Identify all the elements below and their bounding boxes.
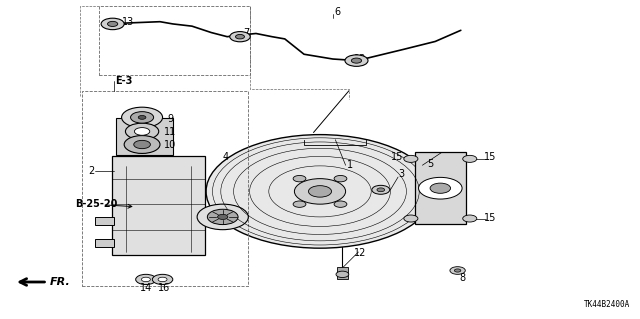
Text: 14: 14 (140, 283, 152, 293)
Circle shape (152, 274, 173, 285)
Text: 9: 9 (167, 114, 173, 124)
Text: 12: 12 (354, 248, 367, 258)
Circle shape (334, 175, 347, 182)
Bar (95, 239, 114, 247)
Circle shape (206, 135, 434, 248)
Circle shape (450, 267, 465, 274)
Circle shape (334, 201, 347, 207)
Circle shape (138, 115, 146, 119)
Text: 15: 15 (484, 212, 497, 223)
Circle shape (136, 274, 156, 285)
Circle shape (134, 128, 150, 135)
Circle shape (197, 204, 248, 230)
Circle shape (454, 269, 461, 272)
Text: B-25-20: B-25-20 (76, 199, 118, 210)
Circle shape (404, 155, 418, 162)
Bar (95, 217, 114, 225)
Circle shape (419, 177, 462, 199)
Circle shape (236, 34, 244, 39)
Circle shape (125, 123, 159, 140)
Bar (112, 156, 205, 255)
Circle shape (404, 215, 418, 222)
Text: 6: 6 (334, 7, 340, 17)
Text: 1: 1 (347, 160, 353, 170)
Text: 16: 16 (157, 283, 170, 293)
Circle shape (294, 179, 346, 204)
Text: 2: 2 (88, 166, 94, 176)
Text: FR.: FR. (50, 277, 70, 287)
Circle shape (372, 185, 390, 194)
Circle shape (124, 136, 160, 153)
Bar (82, 91, 248, 286)
Circle shape (336, 271, 349, 278)
Text: E-3: E-3 (115, 76, 132, 86)
Circle shape (218, 214, 228, 219)
Bar (337, 267, 348, 279)
Text: 13: 13 (353, 54, 366, 64)
Bar (116, 118, 173, 155)
Circle shape (101, 18, 124, 30)
Circle shape (345, 55, 368, 66)
Text: 11: 11 (164, 127, 177, 137)
Bar (99, 6, 250, 75)
Circle shape (131, 112, 154, 123)
Circle shape (122, 107, 163, 128)
Circle shape (108, 21, 118, 26)
Text: 4: 4 (222, 152, 228, 162)
Text: 15: 15 (484, 152, 497, 162)
Bar (415, 152, 466, 224)
Circle shape (230, 32, 250, 42)
Text: 10: 10 (164, 140, 177, 151)
Circle shape (463, 155, 477, 162)
Text: 15: 15 (390, 152, 403, 162)
Circle shape (293, 175, 306, 182)
Circle shape (207, 209, 238, 225)
Text: TK44B2400A: TK44B2400A (584, 300, 630, 309)
Circle shape (377, 188, 385, 192)
Text: 3: 3 (398, 169, 404, 179)
Text: 13: 13 (122, 17, 134, 27)
Text: 7: 7 (243, 28, 250, 39)
Circle shape (308, 186, 332, 197)
Circle shape (463, 215, 477, 222)
Text: 8: 8 (459, 273, 465, 283)
Circle shape (293, 201, 306, 207)
Circle shape (351, 58, 362, 63)
Circle shape (158, 277, 167, 282)
Circle shape (134, 140, 150, 149)
Circle shape (141, 277, 150, 282)
Circle shape (430, 183, 451, 193)
Text: 5: 5 (428, 159, 434, 169)
